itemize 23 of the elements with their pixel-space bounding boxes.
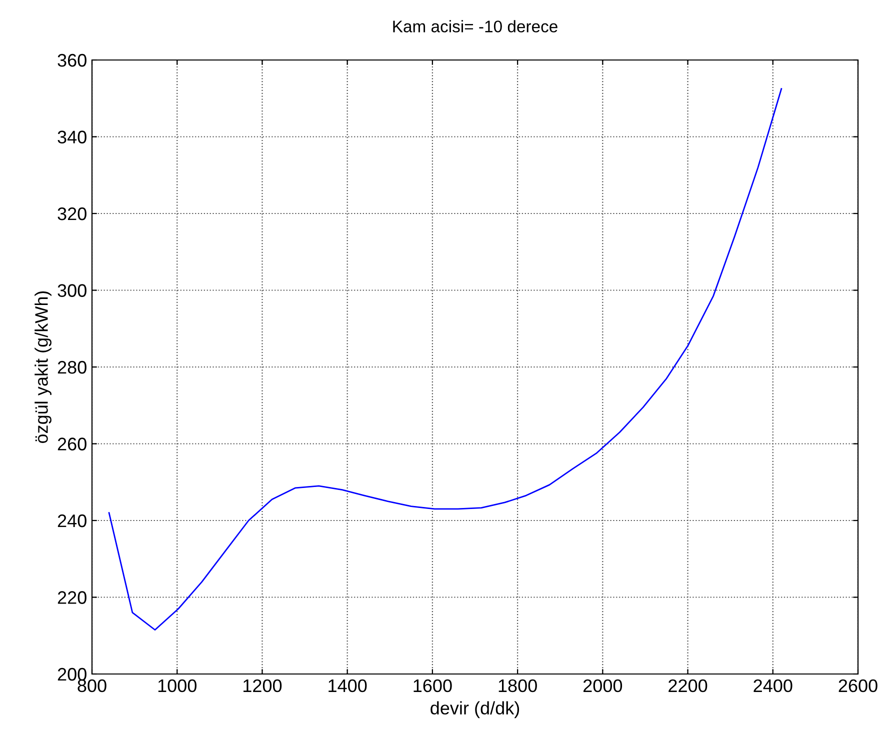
x-tick-label: 2200	[668, 679, 708, 692]
x-tick-label: 1800	[498, 679, 537, 692]
x-tick-label: 2600	[838, 679, 878, 692]
x-axis-title: devir (d/dk)	[430, 701, 520, 718]
y-tick-label: 240	[58, 514, 86, 528]
y-tick-label: 300	[58, 284, 86, 297]
y-tick-label: 260	[58, 438, 86, 450]
y-tick-label: 280	[58, 360, 86, 374]
y-tick-label: 340	[58, 130, 86, 144]
x-tick-label: 1200	[244, 679, 282, 692]
y-tick-label: 320	[58, 207, 86, 220]
y-axis-title: özgül yakit (g/kWh)	[34, 291, 52, 443]
y-tick-label: 360	[58, 54, 86, 67]
line-series	[108, 88, 782, 631]
y-tick-label: 200	[58, 668, 86, 681]
x-tick-label: 1400	[328, 679, 367, 692]
x-tick-label: 2400	[754, 679, 792, 692]
x-tick-label: 1600	[414, 679, 452, 692]
chart-title: Kam acisi= -10 derece	[393, 20, 558, 32]
x-tick-label: 800	[78, 679, 106, 692]
y-tick-label: 220	[58, 591, 86, 604]
x-tick-label: 2000	[583, 679, 622, 692]
x-tick-label: 1000	[158, 679, 196, 692]
